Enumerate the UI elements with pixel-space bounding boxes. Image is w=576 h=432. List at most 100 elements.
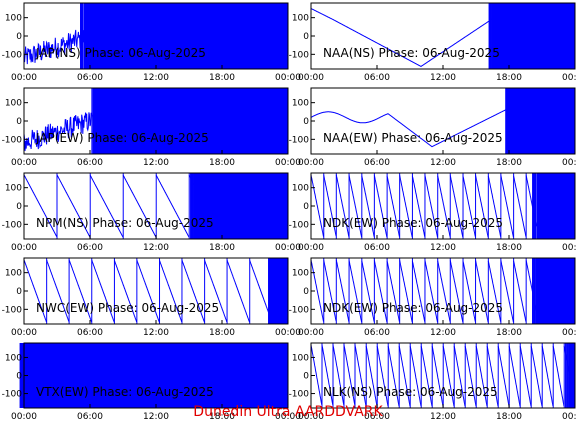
trace-line — [136, 259, 160, 323]
trace-line — [398, 345, 411, 407]
trace-line — [159, 260, 183, 323]
x-tick-label: 00:00 — [275, 328, 301, 338]
phase-panel-1: 100 0 -100 00:00 06:00 12:00 18:00 00:00 JAP(NS)… — [2, 2, 301, 83]
trace-line — [91, 259, 115, 323]
trace-line — [361, 260, 375, 322]
trace-line — [310, 344, 323, 406]
trace-line — [500, 175, 514, 238]
panel-title: JAP(EW) Phase: 06-Aug-2025 — [35, 131, 209, 145]
trace-line — [23, 259, 47, 323]
trace-line — [386, 175, 400, 237]
x-tick-label: 00:00 — [562, 158, 576, 168]
y-tick-label: -100 — [289, 220, 310, 230]
footer-label: Dunedin Ultra AARDDVARK — [193, 404, 383, 420]
trace-noise-block — [536, 173, 575, 239]
trace-noise-block — [95, 88, 288, 154]
y-tick-label: -100 — [289, 305, 310, 315]
x-tick-label: 18:00 — [209, 328, 235, 338]
y-tick-label: -100 — [2, 135, 23, 145]
panel-title: NAA(EW) Phase: 06-Aug-2025 — [323, 131, 503, 145]
trace-line — [424, 260, 438, 323]
x-tick-label: 00:00 — [562, 328, 576, 338]
x-tick-label: 12:00 — [143, 243, 169, 253]
trace-line — [23, 174, 58, 237]
x-tick-label: 00:00 — [298, 158, 324, 168]
trace-line — [513, 175, 527, 237]
x-tick-label: 06:00 — [77, 243, 103, 253]
trace-line — [226, 259, 250, 323]
trace-line — [513, 260, 527, 322]
trace-noise-block — [24, 343, 288, 408]
y-tick-label: 100 — [5, 353, 22, 363]
trace-line — [204, 260, 228, 323]
trace-line — [323, 175, 337, 237]
trace-line — [475, 175, 489, 238]
trace-line — [373, 175, 388, 238]
y-tick-label: 0 — [16, 202, 22, 212]
trace-noise-block — [536, 258, 575, 324]
trace-line — [122, 175, 157, 238]
trace-noise-block — [492, 3, 575, 69]
trace-line — [310, 174, 324, 237]
trace-line — [23, 29, 85, 65]
y-tick-label: 100 — [292, 353, 309, 363]
phase-panel-9: 100 0 -100 00:00 06:00 12:00 18:00 00:00 VTX(EW)… — [2, 342, 301, 422]
trace-line — [519, 345, 532, 407]
panel-title: NDK(EW) Phase: 06-Aug-2025 — [323, 301, 503, 315]
trace-line — [335, 259, 350, 322]
x-tick-label: 06:00 — [364, 412, 390, 422]
phase-panel-7: 100 0 -100 00:00 06:00 12:00 18:00 00:00 NWC(EW)… — [2, 257, 301, 338]
x-tick-label: 00:00 — [11, 158, 37, 168]
panel-title: NLK(NS) Phase: 06-Aug-2025 — [323, 385, 498, 399]
y-tick-label: 100 — [292, 14, 309, 24]
trace-line — [409, 345, 422, 407]
trace-line — [530, 345, 543, 407]
x-tick-label: 12:00 — [430, 73, 456, 83]
trace-line — [437, 175, 451, 237]
trace-line — [475, 345, 488, 407]
phase-panel-8: 100 0 -100 00:00 06:00 12:00 18:00 00:00 NDK(EW)… — [289, 257, 576, 338]
trace-line — [56, 174, 91, 238]
trace-line — [89, 175, 124, 238]
trace-line — [464, 345, 477, 407]
x-tick-label: 06:00 — [77, 328, 103, 338]
x-tick-label: 06:00 — [77, 73, 103, 83]
x-tick-label: 06:00 — [364, 158, 390, 168]
y-tick-label: 0 — [16, 287, 22, 297]
trace-line — [462, 260, 476, 322]
phase-panel-4: 100 0 -100 00:00 06:00 12:00 18:00 00:00 NAA(EW)… — [289, 87, 576, 168]
x-tick-label: 00:00 — [298, 243, 324, 253]
trace-noise-block — [84, 3, 288, 69]
trace-line — [453, 345, 466, 407]
x-tick-label: 18:00 — [209, 412, 235, 422]
trace-line — [411, 260, 426, 322]
phase-panel-10: 100 0 -100 00:00 06:00 12:00 18:00 00:00 NLK(NS)… — [289, 342, 576, 422]
y-tick-label: 0 — [303, 32, 309, 42]
trace-line — [487, 175, 502, 237]
x-tick-label: 00:00 — [562, 73, 576, 83]
x-tick-label: 00:00 — [298, 73, 324, 83]
trace-line — [487, 260, 502, 322]
trace-line — [508, 345, 521, 407]
x-tick-label: 00:00 — [11, 73, 37, 83]
y-tick-label: 100 — [292, 269, 309, 279]
x-tick-label: 18:00 — [496, 73, 522, 83]
trace-line — [431, 345, 444, 407]
trace-line — [310, 259, 324, 322]
trace-line — [411, 175, 426, 237]
x-tick-label: 18:00 — [496, 328, 522, 338]
y-tick-label: -100 — [2, 50, 23, 60]
x-tick-label: 00:00 — [562, 412, 576, 422]
x-tick-label: 00:00 — [298, 412, 324, 422]
trace-line — [249, 260, 272, 321]
panel-title: NWC(EW) Phase: 06-Aug-2025 — [36, 301, 219, 315]
trace-line — [449, 175, 464, 238]
x-tick-label: 12:00 — [143, 73, 169, 83]
x-tick-label: 12:00 — [143, 158, 169, 168]
x-tick-label: 12:00 — [430, 243, 456, 253]
trace-line — [365, 345, 378, 407]
trace-line — [386, 260, 400, 322]
trace-line — [552, 345, 565, 407]
trace-line — [310, 8, 493, 67]
trace-line — [475, 260, 489, 323]
